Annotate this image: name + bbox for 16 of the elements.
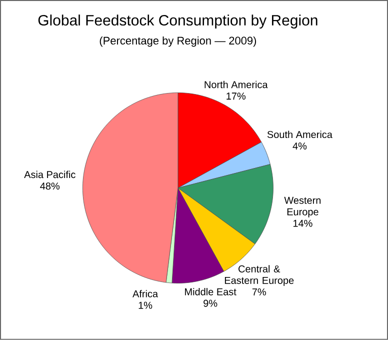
slice-label: Asia Pacific xyxy=(24,170,76,178)
slice-label: North America xyxy=(204,80,268,88)
slice-label: Africa xyxy=(132,290,158,298)
chart-title: Global Feedstock Consumption by Region xyxy=(38,14,318,29)
slice-label: Central & Eastern Europe xyxy=(224,265,294,286)
data-label: 4% xyxy=(292,142,307,150)
chart-subtitle: (Percentage by Region — 2009) xyxy=(100,36,256,47)
data-label: 1% xyxy=(138,302,152,309)
data-label: 9% xyxy=(204,300,218,307)
data-label: 48% xyxy=(40,182,60,190)
data-label: 14% xyxy=(293,220,312,227)
data-label: 17% xyxy=(226,92,246,100)
slice-label: Middle East xyxy=(185,288,236,296)
slice-label: Western Europe xyxy=(284,196,321,218)
data-label: 7% xyxy=(252,288,266,296)
slice-label: South America xyxy=(267,130,332,138)
